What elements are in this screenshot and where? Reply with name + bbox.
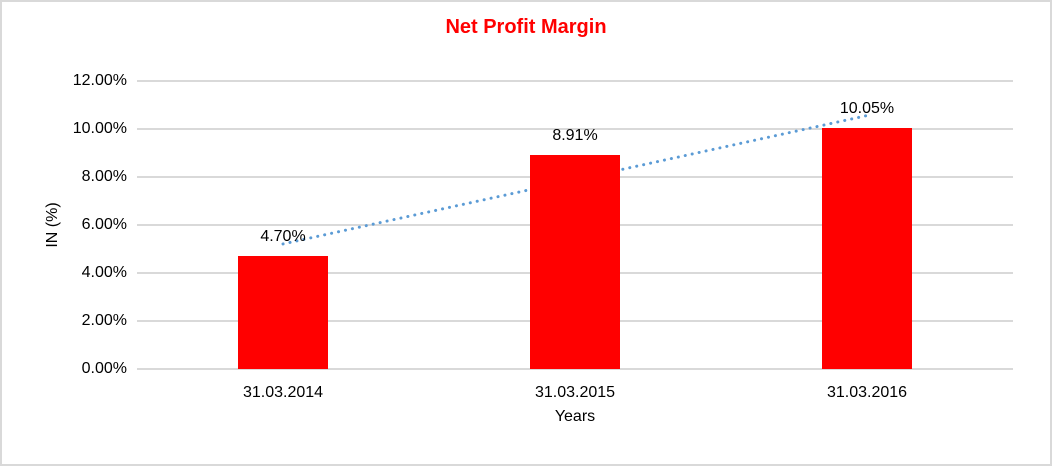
y-tick-label: 8.00% xyxy=(81,168,127,185)
chart-title: Net Profit Margin xyxy=(445,16,607,38)
gridline xyxy=(137,368,1013,370)
y-tick-label: 0.00% xyxy=(81,360,127,377)
x-tick-label: 31.03.2014 xyxy=(242,384,324,401)
y-tick-label: 12.00% xyxy=(72,72,127,89)
x-axis-title: Years xyxy=(554,408,596,425)
data-label: 8.91% xyxy=(552,127,598,145)
bar-31-03-2014 xyxy=(238,256,328,369)
data-label: 10.05% xyxy=(839,99,895,117)
bar-31-03-2016 xyxy=(822,127,912,369)
x-tick-label: 31.03.2015 xyxy=(534,384,616,401)
y-tick-label: 2.00% xyxy=(81,312,127,329)
gridline xyxy=(137,80,1013,82)
x-tick-label: 31.03.2016 xyxy=(826,384,908,401)
plot-area: 4.70% 8.91% 10.05% xyxy=(137,80,1013,370)
bar-31-03-2015 xyxy=(530,155,620,369)
data-label: 4.70% xyxy=(260,228,306,246)
gridline xyxy=(137,128,1013,130)
y-tick-label: 10.00% xyxy=(72,120,127,137)
y-tick-label: 6.00% xyxy=(81,216,127,233)
y-tick-label: 4.00% xyxy=(81,264,127,281)
